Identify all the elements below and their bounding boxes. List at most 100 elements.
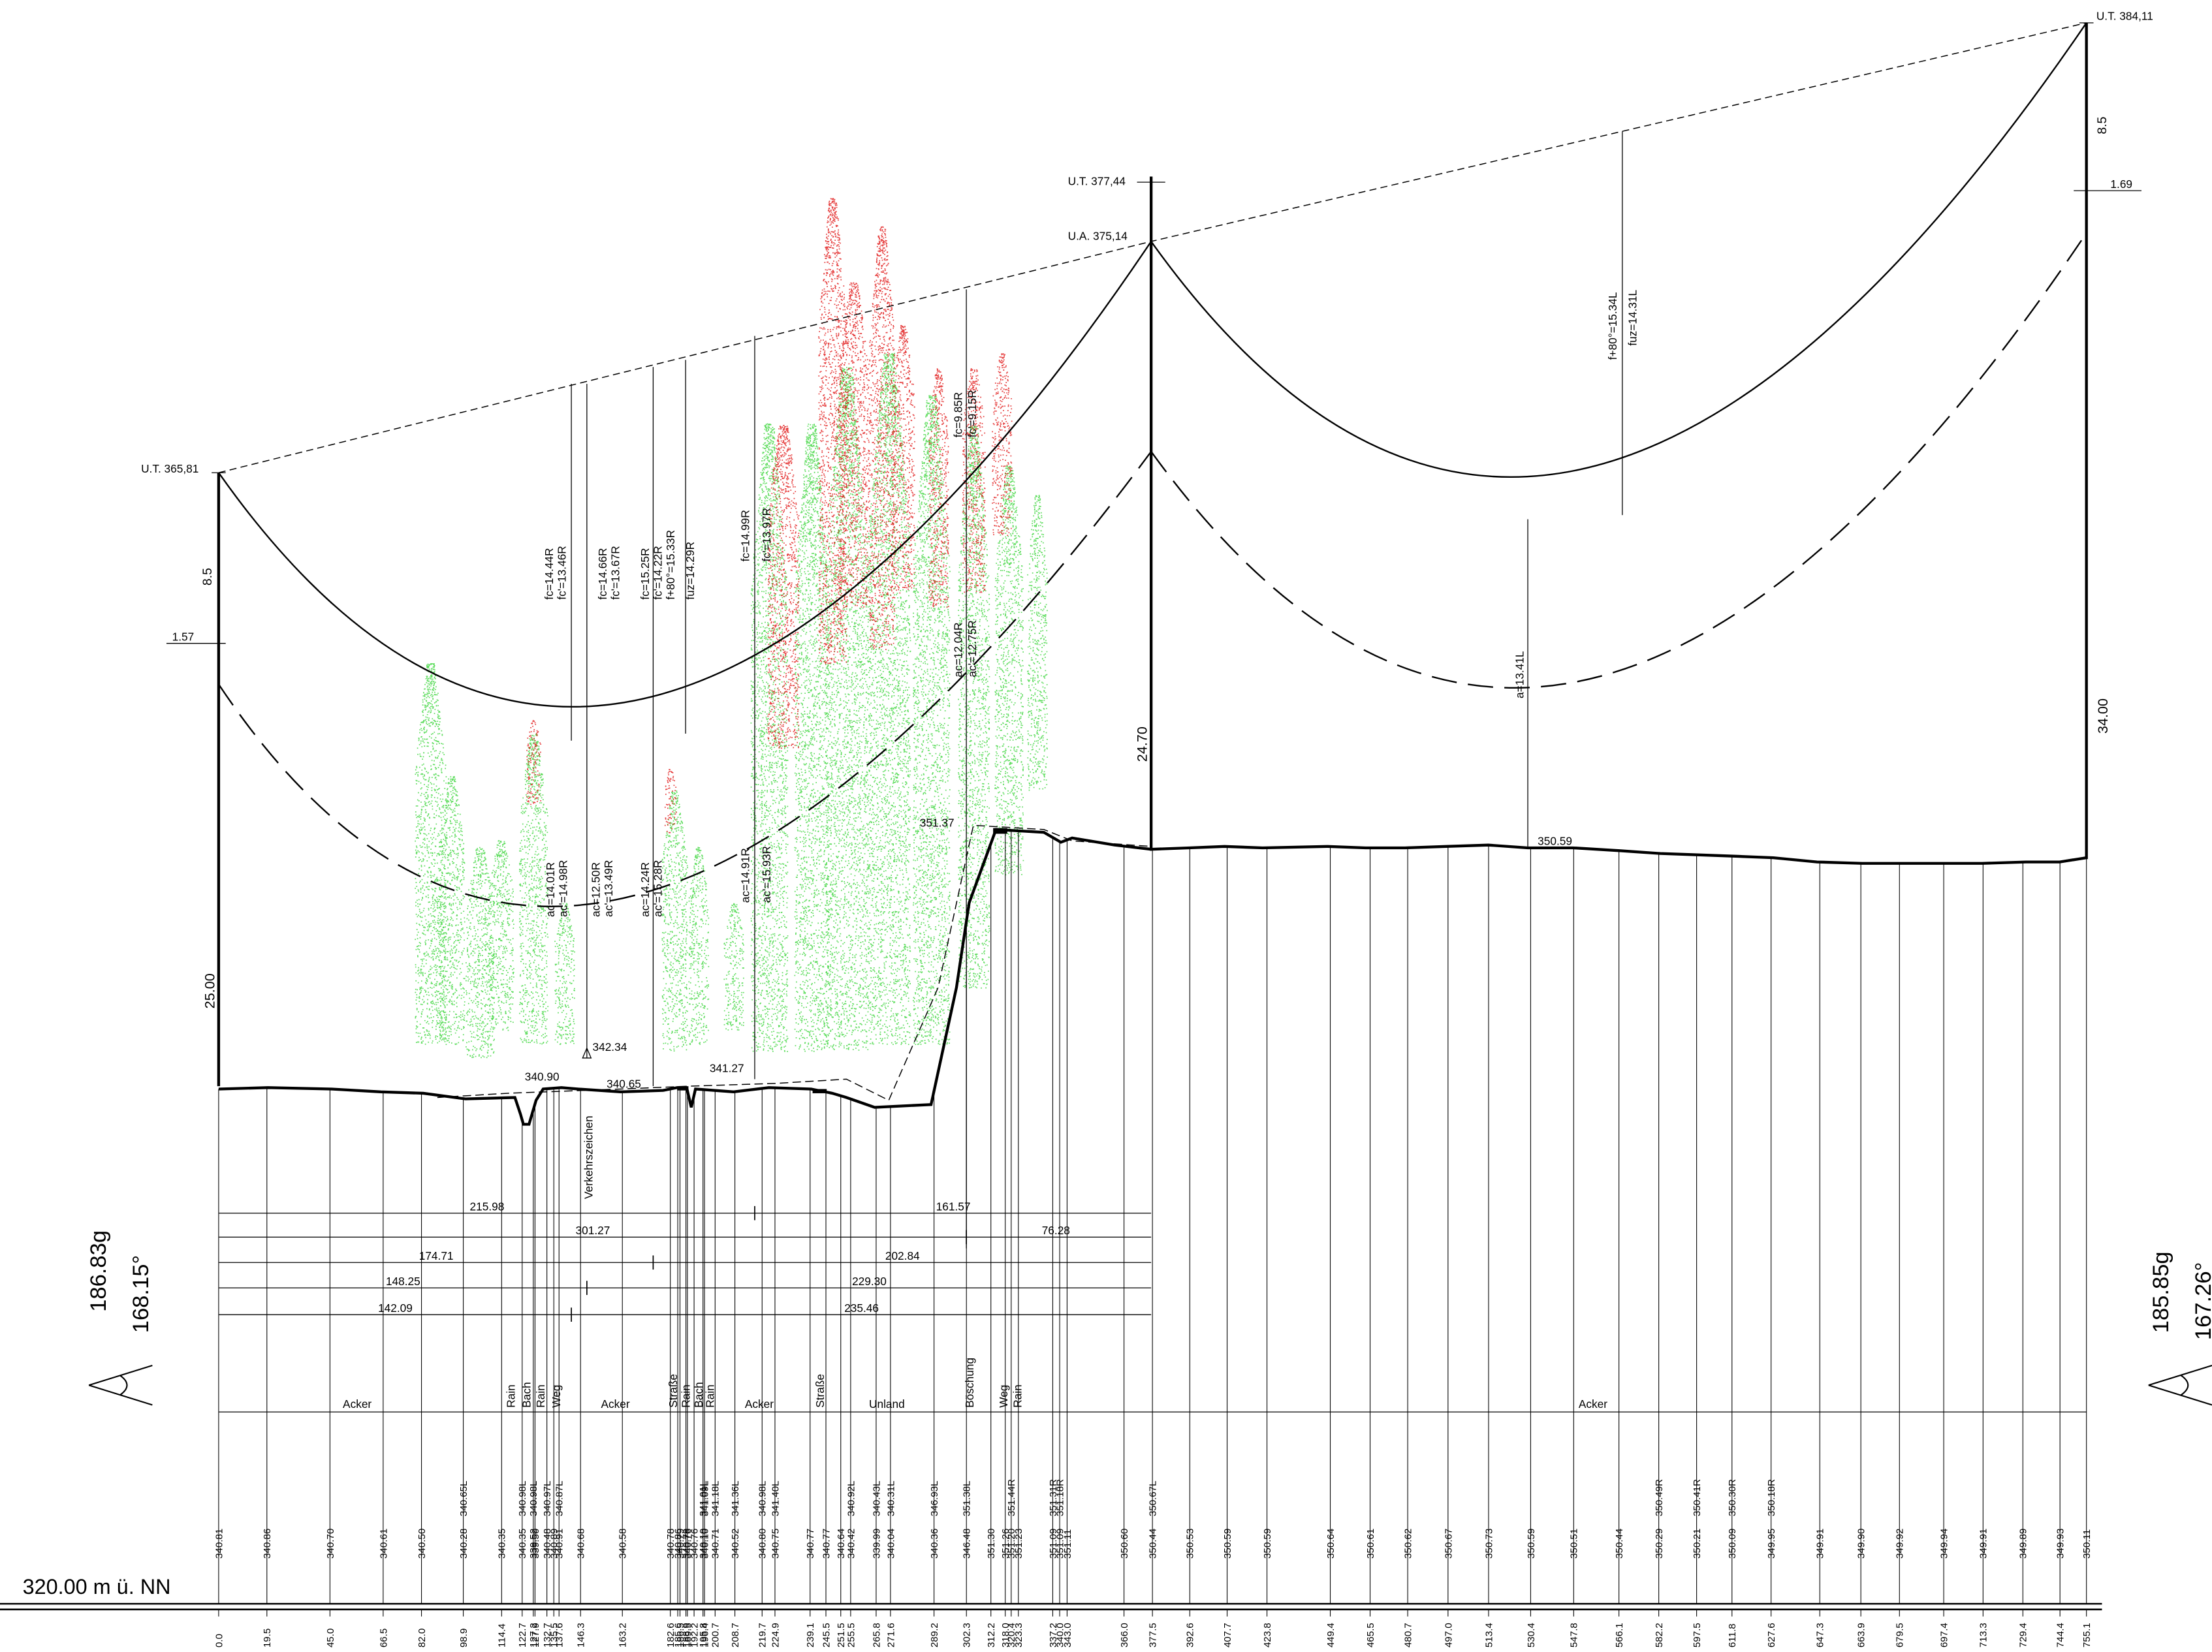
height-label: 340.75 <box>770 1529 781 1559</box>
height-label: 340.76 <box>682 1529 693 1559</box>
height-label: 340.68 <box>576 1529 587 1559</box>
height-label: 349.91 <box>1815 1529 1826 1559</box>
ground-point-342: 342.34 <box>593 1040 627 1053</box>
station-label: 122.7 <box>517 1623 528 1647</box>
station-label: 312.2 <box>986 1623 997 1647</box>
height-label: 351.09 <box>1054 1529 1066 1559</box>
height-label: 350.60 <box>1119 1529 1130 1559</box>
terrain-label: 350.49R <box>1654 1479 1665 1516</box>
ground-profile <box>218 828 2087 1126</box>
clear-3a: ac=14.24R <box>639 862 652 917</box>
sag-2b: fc'=13.67R <box>609 546 622 599</box>
sag-3a: fc=15.25R <box>639 548 652 600</box>
station-label: 114.4 <box>497 1623 508 1647</box>
station-label: 19.5 <box>262 1629 273 1647</box>
station-label: 318.0 <box>1000 1623 1011 1647</box>
station-label: 465.5 <box>1365 1623 1376 1647</box>
height-label: 340.10 <box>698 1529 709 1559</box>
angle-right: 185.85g 167.26° <box>2148 1251 2212 1406</box>
tower-right-offset: 1.69 <box>2110 178 2132 191</box>
height-label: 340.86 <box>672 1529 684 1559</box>
height-label: 350.59 <box>1222 1529 1233 1559</box>
height-label: 350.64 <box>1325 1529 1336 1559</box>
terrain-label: 346.93L <box>929 1481 940 1517</box>
tower-right-height: 34.00 <box>2094 698 2111 734</box>
height-label: 351.20 <box>1006 1529 1017 1559</box>
height-label: 350.59 <box>1262 1529 1273 1559</box>
land-use-label: Acker <box>745 1397 774 1410</box>
dim-left: 148.25 <box>386 1275 420 1288</box>
height-label: 346.48 <box>962 1529 973 1559</box>
tower-middle-ground-label: 351.37 <box>920 817 955 830</box>
height-label: 340.77 <box>805 1529 816 1559</box>
station-label: 713.3 <box>1978 1623 1989 1647</box>
tower-middle-height: 24.70 <box>1134 726 1150 762</box>
station-label: 729.4 <box>2018 1623 2029 1647</box>
clear-1b: ac'=14.98R <box>557 860 570 917</box>
sag-3b: fc'=14.22R <box>651 546 664 599</box>
height-label: 340.35 <box>517 1529 528 1559</box>
height-label: 349.91 <box>1978 1529 1989 1559</box>
height-label: 351.09 <box>1048 1529 1059 1559</box>
height-label: 350.44 <box>1614 1529 1625 1559</box>
height-label: 350.44 <box>1148 1529 1159 1559</box>
terrain-label: 341.09L <box>699 1481 710 1517</box>
height-label: 350.53 <box>1185 1529 1196 1559</box>
land-use-label: Weg <box>997 1385 1010 1408</box>
land-use-label: Böschung <box>963 1358 976 1408</box>
height-label: 340.71 <box>710 1529 721 1559</box>
station-label: 186.5 <box>675 1623 686 1647</box>
height-label: 350.09 <box>1727 1529 1738 1559</box>
terrain-label: 340.92L <box>845 1481 857 1517</box>
station-label: 340.0 <box>1054 1623 1066 1647</box>
station-label: 188.9 <box>681 1623 692 1647</box>
land-use-label: Rain <box>505 1384 518 1408</box>
height-label: 340.91 <box>554 1529 565 1559</box>
terrain-label: 341.40L <box>770 1481 781 1517</box>
station-label: 0.0 <box>213 1634 225 1647</box>
height-label: 340.35 <box>497 1529 508 1559</box>
angle-right-deg: 167.26° <box>2191 1262 2212 1341</box>
land-use-label: Bach <box>520 1382 533 1407</box>
height-label: 340.58 <box>618 1529 629 1559</box>
station-label: 82.0 <box>417 1629 428 1647</box>
clear-4a: ac=14.91R <box>738 848 751 903</box>
station-label: 163.2 <box>618 1623 629 1647</box>
height-label: 340.86 <box>262 1529 273 1559</box>
terrain-label: 341.18L <box>710 1481 721 1517</box>
tower-right-insulator: 8.5 <box>2095 117 2109 134</box>
station-label: 265.8 <box>871 1623 882 1647</box>
sag-5a: fc=9.85R <box>952 392 965 438</box>
station-label: 135.5 <box>549 1623 560 1647</box>
station-label: 189.5 <box>682 1623 693 1647</box>
height-label: 340.04 <box>885 1529 896 1559</box>
height-label: 340.79 <box>675 1529 686 1559</box>
height-label: 350.51 <box>1569 1529 1580 1559</box>
station-label: 302.3 <box>962 1623 973 1647</box>
dim-right: 76.28 <box>1042 1224 1070 1237</box>
station-label: 582.2 <box>1654 1623 1665 1647</box>
station-label: 513.4 <box>1483 1623 1494 1647</box>
angle-left-gon: 186.83g <box>86 1230 111 1312</box>
land-use-label: Acker <box>1579 1397 1607 1410</box>
height-label: 351.23 <box>1013 1529 1024 1559</box>
dim-left: 215.98 <box>470 1200 505 1213</box>
dim-right: 202.84 <box>885 1249 920 1262</box>
tower-middle-ua-label: U.A. 375,14 <box>1068 230 1128 243</box>
station-label: 547.8 <box>1569 1623 1580 1647</box>
span2-sag-b: fuz=14.31L <box>1626 289 1639 345</box>
dim-right: 229.30 <box>852 1275 887 1288</box>
sag-1b: fc'=13.46R <box>555 546 568 599</box>
station-label: 271.6 <box>885 1623 896 1647</box>
height-label: 340.52 <box>730 1529 741 1559</box>
height-label: 350.29 <box>1654 1529 1665 1559</box>
dim-left: 174.71 <box>419 1249 454 1262</box>
ground-point-340-90: 340.90 <box>525 1070 560 1083</box>
height-label: 340.79 <box>681 1529 692 1559</box>
land-use-label: Acker <box>343 1397 371 1410</box>
height-label: 349.90 <box>1856 1529 1867 1559</box>
height-label: 340.81 <box>213 1529 225 1559</box>
terrain-label: 341.36L <box>730 1481 741 1517</box>
conductor-swing-curve-span1 <box>217 451 1152 907</box>
station-label: 597.5 <box>1692 1623 1703 1647</box>
